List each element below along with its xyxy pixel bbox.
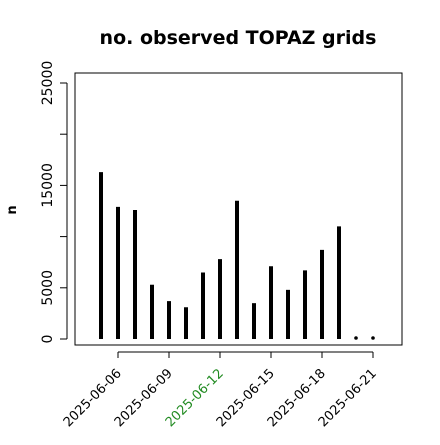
bar — [371, 336, 375, 340]
y-axis-label: n — [5, 205, 20, 214]
x-axis: 2025-06-062025-06-092025-06-122025-06-15… — [61, 351, 380, 430]
y-tick-label: 15000 — [40, 163, 56, 208]
chart-title: no. observed TOPAZ grids — [100, 27, 377, 49]
y-tick-label: 25000 — [40, 61, 56, 106]
y-tick-label: 0 — [40, 335, 56, 344]
bar-series — [99, 172, 375, 340]
plot-frame — [74, 72, 403, 346]
y-tick-label: 5000 — [40, 270, 56, 306]
y-axis: 0 5000 15000 25000 — [40, 61, 68, 344]
bar — [354, 336, 358, 340]
